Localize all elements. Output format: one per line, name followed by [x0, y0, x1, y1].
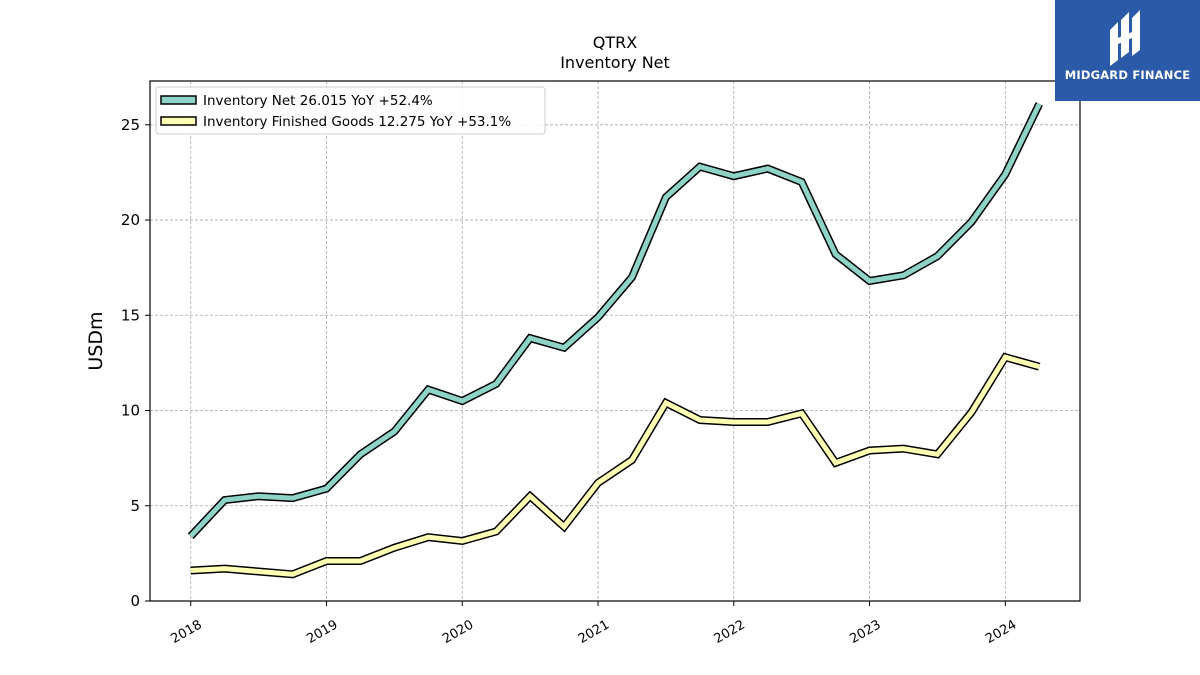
legend-label: Inventory Net 26.015 YoY +52.4%	[203, 93, 433, 109]
x-tick-label: 2023	[847, 617, 883, 647]
series-1	[187, 102, 1043, 539]
x-tick-label: 2021	[576, 617, 612, 647]
x-tick-label: 2019	[304, 617, 340, 647]
x-tick-label: 2020	[440, 617, 476, 647]
legend-swatch	[160, 116, 197, 126]
chart-title: QTRX	[593, 33, 637, 52]
y-axis-label: USDm	[85, 311, 107, 370]
series-line-outline	[190, 352, 1041, 579]
legend: Inventory Net 26.015 YoY +52.4% Inventory…	[155, 86, 546, 135]
series-line	[190, 354, 1040, 577]
series-layer	[187, 102, 1043, 579]
brand-logo-icon	[1110, 10, 1140, 66]
brand-logo: MIDGARD FINANCE	[1055, 0, 1200, 101]
grid	[150, 81, 1080, 602]
plot-area-frame	[149, 80, 1081, 602]
y-tick-label: 15	[121, 306, 140, 324]
y-tick-label: 20	[121, 211, 140, 229]
x-tick-label: 2018	[169, 617, 205, 647]
brand-name: MIDGARD FINANCE	[1064, 68, 1191, 82]
legend-label: Inventory Finished Goods 12.275 YoY +53.…	[203, 114, 511, 130]
y-tick-label: 25	[121, 116, 140, 134]
chart-subtitle: Inventory Net	[560, 53, 670, 72]
series-2	[190, 352, 1041, 579]
y-tick-label: 10	[121, 402, 140, 420]
legend-swatch	[160, 95, 197, 105]
x-tick-label: 2024	[983, 617, 1019, 647]
legend-box	[155, 86, 546, 135]
y-tick-label: 0	[130, 592, 140, 610]
x-tick-label: 2022	[712, 617, 748, 647]
y-tick-label: 5	[130, 497, 140, 515]
series-line	[188, 102, 1042, 538]
